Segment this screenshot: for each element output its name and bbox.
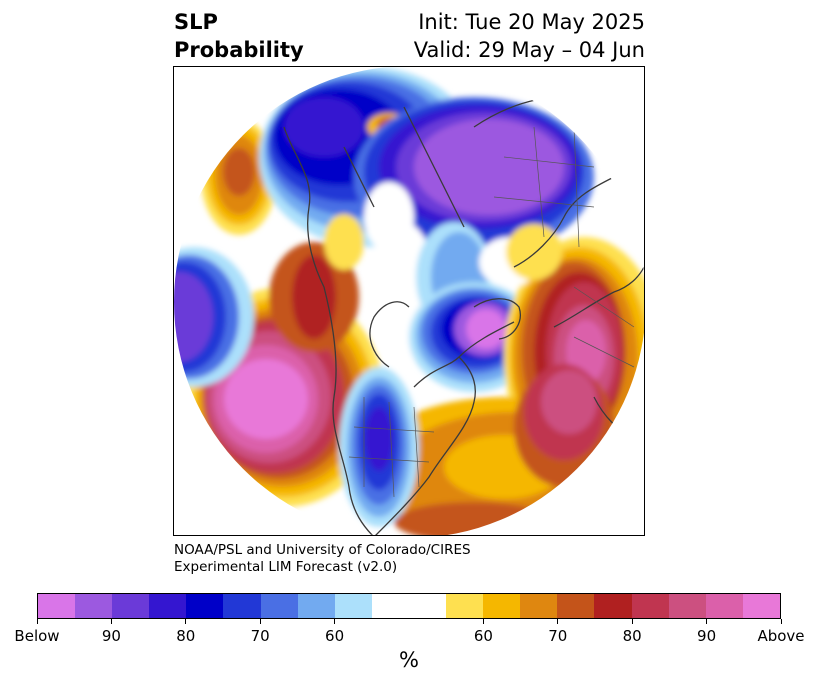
colorbar-swatch (483, 594, 521, 618)
colorbar-tick-mark (334, 619, 336, 624)
colorbar-swatch (334, 594, 372, 618)
title-field: Probability (174, 38, 304, 62)
colorbar-tick-label: 90 (101, 627, 121, 645)
colorbar-swatch (112, 594, 150, 618)
colorbar-tick-mark (259, 619, 261, 624)
colorbar-swatch (371, 594, 409, 618)
colorbar-tick-label: 60 (325, 627, 345, 645)
colorbar-tick-label: 90 (697, 627, 717, 645)
colorbar-swatch (446, 594, 484, 618)
colorbar-swatch (668, 594, 706, 618)
colorbar-swatch (260, 594, 298, 618)
coastlines (283, 96, 644, 535)
credit: NOAA/PSL and University of Colorado/CIRE… (174, 542, 471, 576)
title-right: Init: Tue 20 May 2025 Valid: 29 May – 04… (330, 8, 645, 64)
colorbar-tick-mark (110, 619, 112, 624)
colorbar-swatch (223, 594, 261, 618)
colorbar-tick-mark (706, 619, 708, 624)
colorbar-tick-mark (780, 619, 782, 624)
colorbar-swatch (705, 594, 743, 618)
colorbar-tick-mark (631, 619, 633, 624)
map-frame (173, 66, 645, 536)
borders (348, 126, 635, 498)
colorbar-unit-label: % (399, 648, 419, 672)
title-variable: SLP (174, 10, 218, 34)
title-left: SLP Probability (174, 8, 304, 64)
probability-field (174, 67, 644, 535)
init-date: Init: Tue 20 May 2025 (418, 10, 645, 34)
colorbar-swatch (631, 594, 669, 618)
colorbar-tick-label: 80 (622, 627, 642, 645)
colorbar-swatch (186, 594, 224, 618)
colorbar-tick-mark (36, 619, 38, 624)
colorbar-tick-label: 60 (473, 627, 493, 645)
polar-map (174, 67, 644, 535)
colorbar-swatch (408, 594, 447, 618)
colorbar (37, 593, 781, 619)
colorbar-tick-label: 70 (250, 627, 270, 645)
colorbar-swatch (38, 594, 76, 618)
colorbar-tick-mark (185, 619, 187, 624)
colorbar-swatch (520, 594, 558, 618)
colorbar-tick-label: Above (757, 627, 805, 645)
colorbar-tick-mark (482, 619, 484, 624)
credit-line-1: NOAA/PSL and University of Colorado/CIRE… (174, 542, 471, 558)
colorbar-tick-label: Below (14, 627, 60, 645)
colorbar-swatch (557, 594, 595, 618)
colorbar-tick-label: 70 (548, 627, 568, 645)
colorbar-swatch (742, 594, 780, 618)
colorbar-swatch (75, 594, 113, 618)
colorbar-swatch (149, 594, 187, 618)
colorbar-swatch (594, 594, 632, 618)
colorbar-tick-label: 80 (176, 627, 196, 645)
colorbar-tick-mark (557, 619, 559, 624)
valid-range: Valid: 29 May – 04 Jun (413, 38, 645, 62)
colorbar-swatch (297, 594, 335, 618)
credit-line-2: Experimental LIM Forecast (v2.0) (174, 559, 398, 575)
